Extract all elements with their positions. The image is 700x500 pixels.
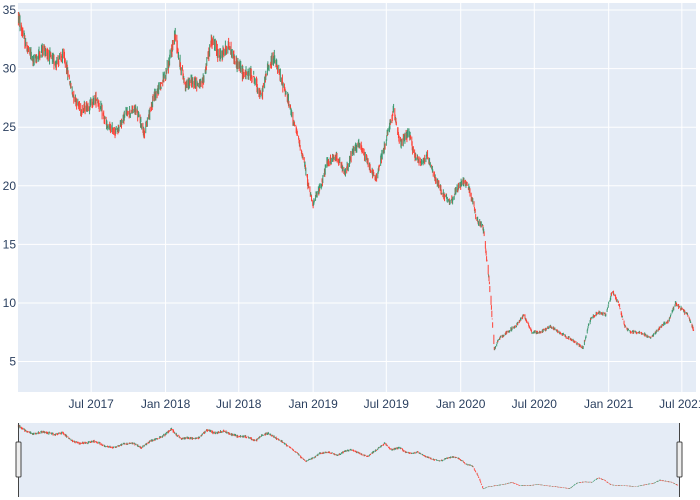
x-tick-label: Jan 2019: [288, 397, 338, 411]
x-tick-label: Jul 2020: [512, 397, 558, 411]
x-tick-label: Jul 2018: [216, 397, 262, 411]
y-tick-label: 10: [3, 296, 17, 310]
x-axis-ticks: Jul 2017 Jan 2018 Jul 2018 Jan 2019 Jul 2019…: [68, 397, 700, 411]
y-tick-label: 15: [3, 237, 17, 251]
x-tick-label: Jan 2021: [584, 397, 634, 411]
x-tick-label: Jul 2021: [659, 397, 700, 411]
y-tick-label: 35: [3, 3, 17, 17]
gridlines: [18, 3, 696, 392]
x-tick-label: Jan 2020: [436, 397, 486, 411]
range-slider-left-handle[interactable]: [15, 441, 22, 478]
y-tick-label: 20: [3, 179, 17, 193]
x-tick-label: Jul 2017: [68, 397, 114, 411]
range-slider[interactable]: [15, 423, 683, 497]
candlestick-series: [17, 11, 695, 351]
y-tick-label: 25: [3, 120, 17, 134]
x-tick-label: Jul 2019: [364, 397, 410, 411]
y-axis-ticks: 5 10 15 20 25 30 35: [3, 3, 17, 369]
x-tick-label: Jan 2018: [141, 397, 191, 411]
y-tick-label: 30: [3, 62, 17, 76]
range-slider-background[interactable]: [18, 423, 680, 497]
range-slider-right-handle[interactable]: [676, 441, 683, 478]
plot-background: [18, 3, 696, 392]
y-tick-label: 5: [9, 355, 16, 369]
